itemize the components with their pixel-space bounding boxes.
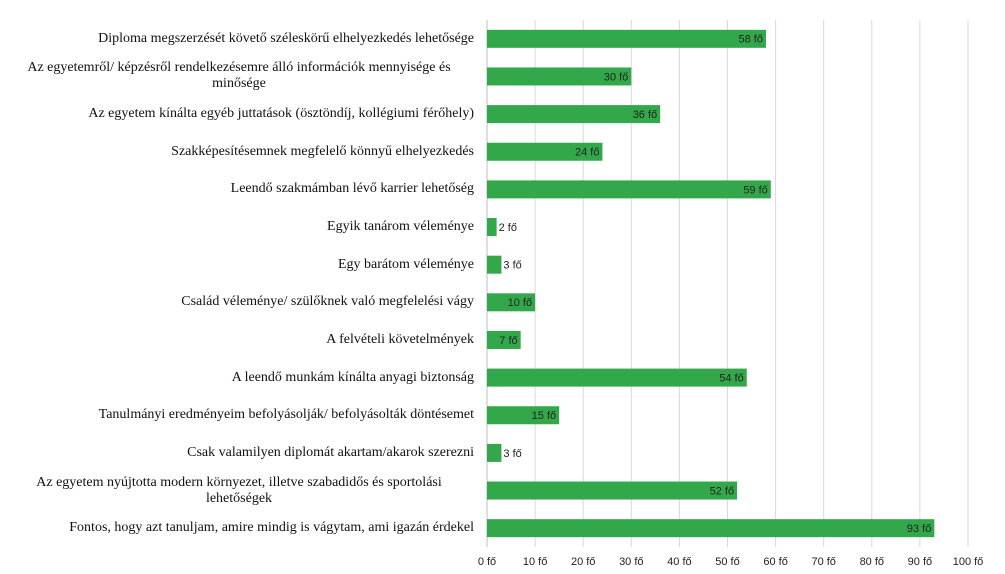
x-tick-label: 80 fő (860, 556, 884, 568)
category-label: Fontos, hogy azt tanuljam, amire mindig … (69, 509, 474, 547)
value-label: 30 fő (604, 71, 628, 83)
bar (487, 29, 766, 48)
value-label: 59 fő (743, 184, 767, 196)
category-text: Csak valamilyen diplomát akartam/akarok … (187, 444, 474, 460)
x-tick-label: 30 fő (619, 556, 643, 568)
bar (487, 406, 560, 425)
bar (487, 293, 536, 312)
value-label: 36 fő (633, 109, 657, 121)
bar (487, 519, 935, 538)
category-label: Az egyetem nyújtotta modern környezet, i… (4, 472, 474, 510)
bar (487, 218, 497, 237)
x-tick-label: 0 fő (478, 556, 496, 568)
value-label: 10 fő (508, 297, 532, 309)
value-label: 2 fő (499, 222, 517, 234)
value-label: 15 fő (532, 410, 556, 422)
category-label: Leendő szakmámban lévő karrier lehetőség (231, 171, 474, 209)
bar (487, 443, 502, 462)
x-tick-label: 20 fő (571, 556, 595, 568)
category-text: A felvételi követelmények (326, 331, 474, 347)
bar (487, 481, 738, 500)
category-text: Leendő szakmámban lévő karrier lehetőség (230, 181, 474, 197)
x-tick-label: 70 fő (811, 556, 835, 568)
category-label: Egyik tanárom véleménye (327, 208, 474, 246)
bar (487, 142, 603, 161)
category-text: Tanulmányi eredményeim befolyásolják/ be… (98, 407, 474, 423)
value-label: 52 fő (710, 485, 734, 497)
value-label: 54 fő (719, 373, 743, 385)
category-text: Az egyetem kínálta egyéb juttatások (ösz… (88, 106, 474, 122)
x-tick-label: 100 fő (953, 556, 984, 568)
bar (487, 330, 521, 349)
value-label: 93 fő (907, 523, 931, 535)
category-label: Tanulmányi eredményeim befolyásolják/ be… (99, 396, 474, 434)
value-label: 58 fő (739, 34, 763, 46)
bar (487, 368, 747, 387)
category-label: Szakképesítésemnek megfelelő könnyű elhe… (171, 133, 474, 171)
bar (487, 105, 661, 124)
category-text: Család véleménye/ szülőknek való megfele… (181, 294, 474, 310)
category-text: Az egyetemről/ képzésről rendelkezésemre… (27, 60, 451, 92)
category-text: Egyik tanárom véleménye (327, 219, 474, 235)
category-text: Egy barátom véleménye (337, 256, 474, 272)
x-tick-label: 90 fő (908, 556, 932, 568)
value-label: 7 fő (499, 335, 517, 347)
bar (487, 255, 502, 274)
category-label: Az egyetemről/ képzésről rendelkezésemre… (4, 58, 474, 96)
x-tick-label: 40 fő (667, 556, 691, 568)
value-label: 3 fő (503, 448, 521, 460)
value-label: 3 fő (503, 260, 521, 272)
category-label: A felvételi követelmények (326, 321, 474, 359)
category-label: Csak valamilyen diplomát akartam/akarok … (187, 434, 474, 472)
category-text: A leendő munkám kínálta anyagi biztonság (231, 369, 474, 385)
x-tick-label: 60 fő (763, 556, 787, 568)
category-label: A leendő munkám kínálta anyagi biztonság (232, 359, 474, 397)
value-label: 24 fő (575, 147, 599, 159)
x-tick-label: 10 fő (523, 556, 547, 568)
category-label: Diploma megszerzését követő széleskörű e… (98, 20, 474, 58)
category-text: Diploma megszerzését követő széleskörű e… (98, 30, 474, 46)
category-label: Család véleménye/ szülőknek való megfele… (181, 284, 474, 322)
category-text: Fontos, hogy azt tanuljam, amire mindig … (69, 520, 474, 536)
category-text: Az egyetem nyújtotta modern környezet, i… (36, 474, 442, 506)
category-label: Egy barátom véleménye (338, 246, 474, 284)
category-text: Szakképesítésemnek megfelelő könnyű elhe… (171, 143, 474, 159)
category-label: Az egyetem kínálta egyéb juttatások (ösz… (88, 95, 474, 133)
bar (487, 180, 771, 199)
x-tick-label: 50 fő (715, 556, 739, 568)
bar (487, 67, 632, 86)
